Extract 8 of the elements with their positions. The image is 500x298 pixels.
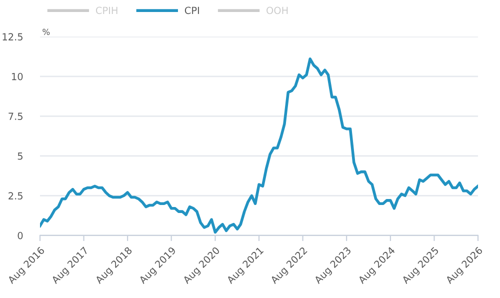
y-tick-label: 12.5	[2, 33, 22, 40]
y-tick-label: 7.5	[8, 112, 22, 120]
legend-label: CPI	[184, 6, 199, 14]
y-tick-label: 5	[18, 152, 22, 160]
y-axis-title: %	[42, 28, 50, 36]
y-tick-label: 0	[18, 232, 23, 240]
y-tick-label: 2.5	[8, 192, 22, 200]
y-tick-label: 10	[12, 72, 23, 80]
